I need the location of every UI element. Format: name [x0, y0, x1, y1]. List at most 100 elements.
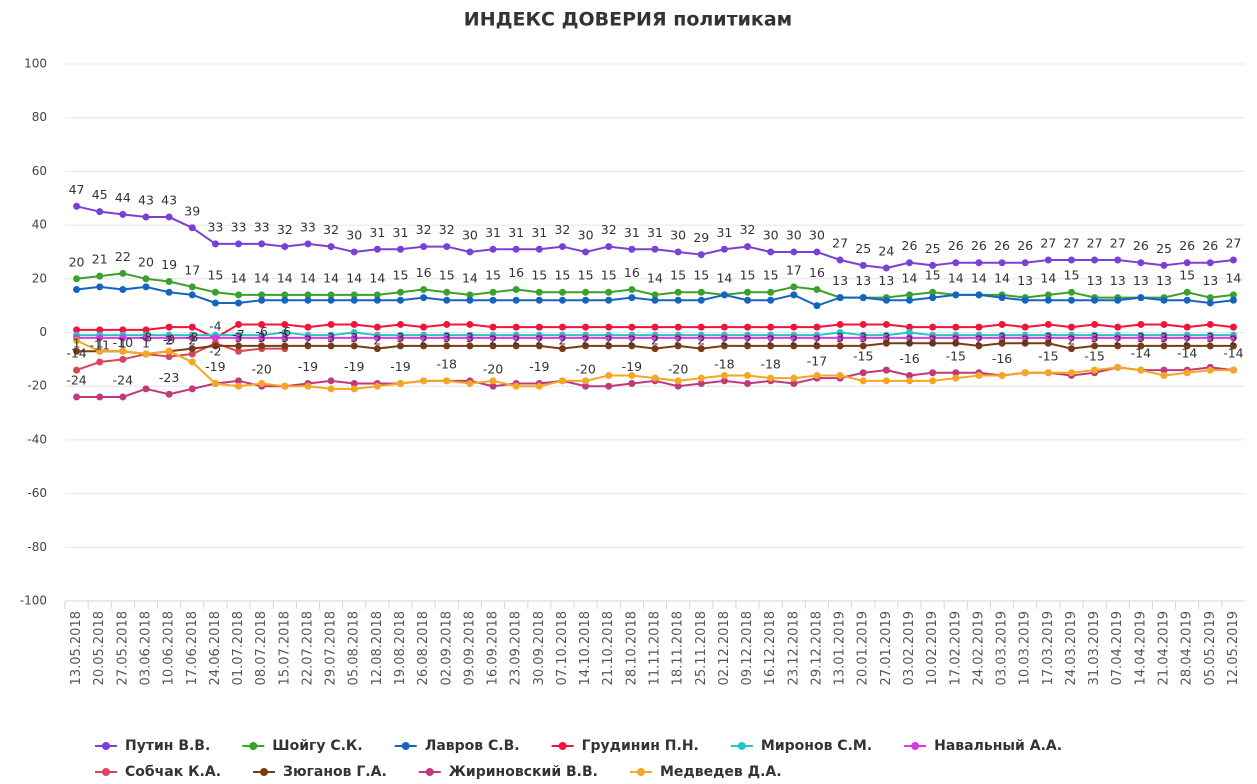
- legend-marker: [737, 742, 746, 750]
- point: [790, 342, 798, 350]
- point: [975, 371, 983, 379]
- point: [813, 323, 821, 331]
- data-label: 26: [1133, 238, 1149, 253]
- point: [952, 339, 960, 347]
- point: [975, 342, 983, 350]
- point: [396, 288, 404, 296]
- y-tick-label: 20: [32, 271, 47, 285]
- point: [882, 366, 890, 374]
- legend-item: Грудинин П.Н.: [551, 738, 699, 754]
- data-label: 2: [952, 333, 960, 348]
- chart-title: ИНДЕКС ДОВЕРИЯ политикам: [464, 9, 792, 31]
- point: [1067, 256, 1075, 264]
- data-label: 13: [1156, 273, 1172, 288]
- point: [1183, 323, 1191, 331]
- data-label: 14: [902, 270, 918, 285]
- legend-label: Лавров С.В.: [425, 738, 520, 754]
- x-tick-label: 26.08.2018: [416, 611, 431, 685]
- point: [350, 291, 358, 299]
- point: [489, 382, 497, 390]
- point: [651, 374, 659, 382]
- point: [882, 296, 890, 304]
- point: [859, 369, 867, 377]
- point: [96, 283, 104, 291]
- x-tick-label: 27.05.2018: [115, 611, 130, 685]
- point: [327, 342, 335, 350]
- point: [512, 245, 520, 253]
- point: [119, 326, 127, 334]
- legend-marker: [911, 742, 920, 750]
- point: [767, 323, 775, 331]
- point: [489, 342, 497, 350]
- x-tick-label: 07.10.2018: [555, 611, 570, 685]
- point: [1114, 363, 1122, 371]
- point: [1067, 369, 1075, 377]
- data-label: 26: [902, 238, 918, 253]
- point: [466, 248, 474, 256]
- y-tick-label: -60: [27, 486, 47, 500]
- point: [281, 382, 289, 390]
- point: [582, 248, 590, 256]
- data-label: 2: [651, 333, 659, 348]
- data-label: 2: [1021, 333, 1029, 348]
- point: [813, 342, 821, 350]
- x-tick-label: 03.03.2019: [995, 611, 1010, 685]
- point: [744, 334, 752, 342]
- point: [906, 296, 914, 304]
- x-tick-label: 08.07.2018: [254, 611, 269, 685]
- point: [1160, 261, 1168, 269]
- point: [674, 377, 682, 385]
- data-label: 15: [531, 268, 547, 283]
- point: [767, 288, 775, 296]
- point: [281, 334, 289, 342]
- point: [582, 382, 590, 390]
- point: [1044, 291, 1052, 299]
- point: [188, 323, 196, 331]
- data-label: -20: [668, 362, 688, 377]
- x-tick-label: 10.02.2019: [925, 611, 940, 685]
- point: [767, 248, 775, 256]
- point: [859, 342, 867, 350]
- point: [373, 345, 381, 353]
- point: [651, 296, 659, 304]
- point: [489, 323, 497, 331]
- data-label: 16: [809, 265, 825, 280]
- data-label: 2: [512, 333, 520, 348]
- point: [396, 380, 404, 388]
- point: [73, 366, 81, 374]
- data-label: 25: [1156, 241, 1172, 256]
- data-label: 26: [994, 238, 1010, 253]
- x-tick-label: 22.07.2018: [300, 611, 315, 685]
- data-label: 45: [92, 187, 108, 202]
- point: [1137, 294, 1145, 302]
- point: [235, 382, 243, 390]
- point: [674, 288, 682, 296]
- x-tick-label: 24.03.2019: [1064, 611, 1079, 685]
- point: [1021, 339, 1029, 347]
- point: [396, 334, 404, 342]
- data-label: 2: [767, 333, 775, 348]
- data-label: 16: [624, 265, 640, 280]
- data-label: -19: [529, 359, 549, 374]
- point: [420, 294, 428, 302]
- point: [906, 334, 914, 342]
- data-label: -6: [279, 324, 292, 339]
- point: [975, 291, 983, 299]
- data-label: 22: [115, 249, 131, 264]
- legend-label: Медведев Д.А.: [660, 764, 782, 780]
- point: [73, 337, 81, 345]
- point: [697, 323, 705, 331]
- point: [605, 371, 613, 379]
- data-label: 2: [1114, 333, 1122, 348]
- data-label: 13: [1133, 273, 1149, 288]
- data-label: 13: [1087, 273, 1103, 288]
- data-label: 29: [693, 230, 709, 245]
- point: [882, 334, 890, 342]
- data-label: 32: [439, 222, 455, 237]
- y-tick-label: 40: [32, 218, 47, 232]
- y-tick-label: 0: [39, 325, 47, 339]
- data-label: 2: [1067, 333, 1075, 348]
- point: [1114, 334, 1122, 342]
- data-label: -7: [232, 327, 244, 342]
